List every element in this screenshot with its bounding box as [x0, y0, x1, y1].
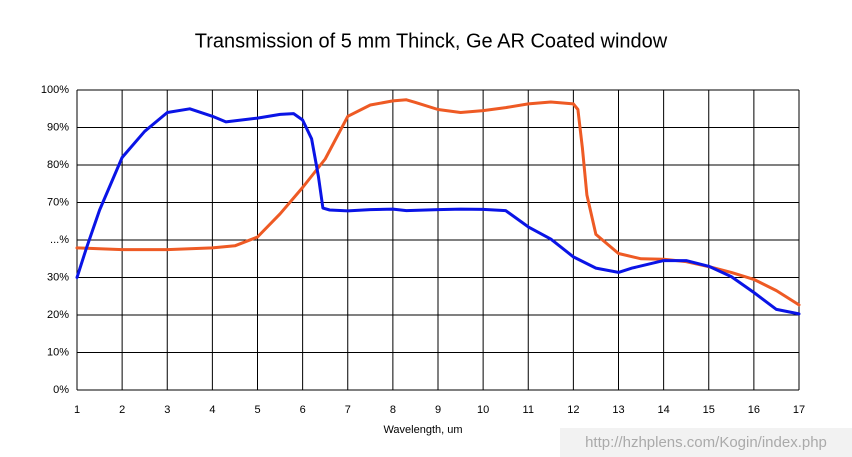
x-tick-label: 3 — [164, 404, 170, 416]
x-tick-label: 2 — [119, 404, 125, 416]
x-tick-label: 4 — [209, 404, 215, 416]
watermark: http://hzhplens.com/Kogin/index.php — [585, 434, 827, 451]
y-tick-label: 30% — [47, 271, 69, 283]
x-tick-label: 9 — [435, 404, 441, 416]
y-tick-label: 100% — [41, 84, 69, 96]
x-tick-label: 8 — [390, 404, 396, 416]
y-tick-label: 90% — [47, 121, 69, 133]
x-tick-label: 5 — [254, 404, 260, 416]
x-tick-label: 12 — [567, 404, 579, 416]
y-tick-label: ...% — [50, 234, 69, 246]
x-tick-label: 15 — [703, 404, 715, 416]
x-tick-label: 17 — [793, 404, 805, 416]
y-tick-label: 0% — [53, 384, 69, 396]
line-series — [75, 107, 801, 316]
x-axis-label: Wavelength, um — [383, 424, 462, 436]
x-tick-label: 13 — [612, 404, 624, 416]
x-tick-label: 11 — [523, 404, 534, 416]
x-tick-label: 10 — [477, 404, 489, 416]
x-tick-label: 14 — [658, 404, 670, 416]
y-tick-label: 70% — [47, 196, 69, 208]
y-tick-label: 80% — [47, 159, 69, 171]
chart-title: Transmission of 5 mm Thinck, Ge AR Coate… — [195, 30, 668, 52]
watermark-bg — [560, 428, 852, 457]
x-tick-label: 1 — [74, 404, 80, 416]
x-tick-label: 7 — [345, 404, 351, 416]
y-tick-label: 20% — [47, 309, 69, 321]
x-tick-label: 6 — [300, 404, 306, 416]
y-tick-label: 10% — [47, 346, 69, 358]
x-tick-label: 16 — [748, 404, 760, 416]
